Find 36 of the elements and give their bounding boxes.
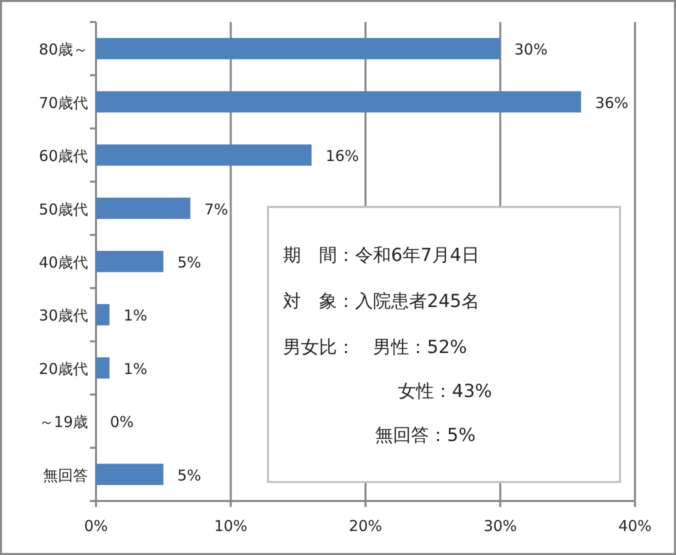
bar — [96, 357, 110, 379]
data-label: 36% — [595, 94, 628, 112]
bar — [96, 304, 110, 326]
data-label: 5% — [177, 466, 202, 484]
annotation: 対 象：入院患者245名 — [283, 291, 480, 312]
y-tick-label: 70歳代 — [38, 94, 88, 112]
data-label: 0% — [110, 413, 134, 432]
bar — [96, 464, 164, 486]
bar — [96, 198, 190, 219]
bar — [96, 38, 500, 60]
data-label: 1% — [123, 306, 148, 325]
x-tick-label: 20% — [348, 517, 382, 535]
bar — [96, 91, 582, 112]
data-label: 16% — [326, 147, 359, 166]
y-tick-label: 30歳代 — [38, 306, 88, 325]
y-tick-label: 20歳代 — [38, 360, 88, 378]
y-tick-label: 60歳代 — [38, 147, 88, 166]
annotation: 女性：43% — [398, 381, 492, 402]
x-tick-label: 40% — [618, 517, 652, 535]
y-tick-label: 無回答 — [43, 466, 88, 484]
x-tick-label: 0% — [84, 517, 108, 535]
x-tick-label: 30% — [484, 517, 517, 535]
y-tick-label: 80歳～ — [38, 40, 88, 59]
annotation: 男女比： 男性：52% — [283, 337, 468, 358]
annotation: 無回答：5% — [375, 425, 476, 446]
data-label: 7% — [204, 200, 228, 218]
x-tick-label: 10% — [214, 517, 248, 535]
data-label: 30% — [514, 40, 548, 59]
bar — [96, 144, 312, 166]
y-tick-label: 50歳代 — [38, 200, 88, 218]
data-label: 1% — [123, 360, 148, 378]
data-label: 5% — [177, 254, 202, 272]
y-tick-label: ～19歳 — [38, 413, 88, 432]
y-tick-label: 40歳代 — [38, 254, 88, 272]
bar — [96, 250, 164, 272]
annotation: 期 間：令和6年7月4日 — [283, 245, 480, 266]
